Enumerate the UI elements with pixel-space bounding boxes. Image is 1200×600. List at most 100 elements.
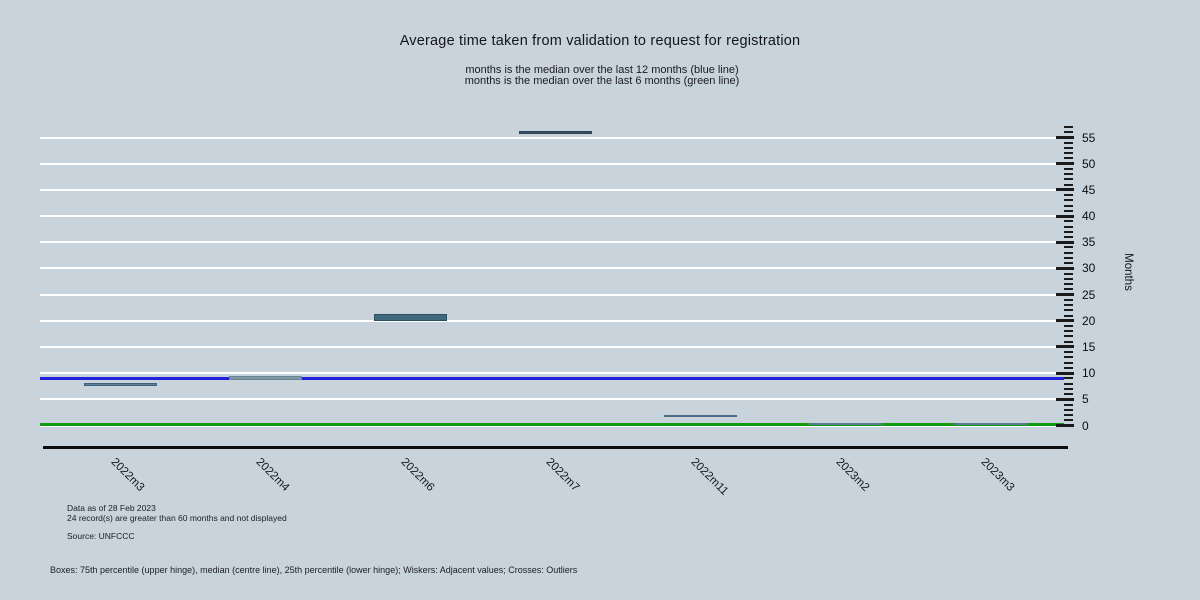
chart-title: Average time taken from validation to re… bbox=[399, 33, 801, 49]
note-records-over-60-months: 24 record(s) are greater than 60 months … bbox=[67, 513, 287, 523]
y-tick-label: 20 bbox=[1082, 313, 1096, 328]
note-source: Source: UNFCCC bbox=[67, 531, 135, 541]
y-tick-label: 30 bbox=[1082, 261, 1096, 276]
y-minor-tick bbox=[1064, 199, 1073, 202]
note-box-legend: Boxes: 75th percentile (upper hinge), me… bbox=[50, 565, 578, 575]
x-tick-label-2022m6: 2022m6 bbox=[398, 456, 437, 494]
y-major-tick bbox=[1056, 371, 1074, 375]
y-minor-tick bbox=[1064, 377, 1073, 380]
y-minor-tick bbox=[1064, 220, 1073, 223]
box-2022m7 bbox=[518, 131, 592, 135]
note-data-as-of: Data as of 28 Feb 2023 bbox=[67, 503, 156, 513]
y-tick-label: 45 bbox=[1082, 182, 1096, 197]
y-tick-label: 5 bbox=[1082, 392, 1089, 407]
median-last-12-months-line bbox=[40, 376, 1064, 380]
y-minor-tick bbox=[1064, 335, 1073, 338]
gridline bbox=[40, 215, 1057, 218]
y-minor-tick bbox=[1064, 325, 1073, 328]
y-minor-tick bbox=[1064, 414, 1073, 417]
x-tick-label-2023m3: 2023m3 bbox=[978, 456, 1017, 494]
y-tick-label: 0 bbox=[1082, 418, 1089, 433]
y-minor-tick bbox=[1064, 387, 1073, 390]
y-minor-tick bbox=[1064, 408, 1073, 411]
y-minor-tick bbox=[1064, 194, 1073, 197]
y-major-tick bbox=[1056, 162, 1074, 166]
x-tick-label-2023m2: 2023m2 bbox=[833, 456, 872, 494]
y-minor-tick bbox=[1064, 157, 1073, 160]
y-tick-label: 55 bbox=[1082, 130, 1096, 145]
y-minor-tick bbox=[1064, 183, 1073, 186]
box-2022m11 bbox=[663, 414, 737, 418]
gridline bbox=[40, 188, 1057, 191]
y-tick-label: 50 bbox=[1082, 156, 1096, 171]
gridline bbox=[40, 162, 1057, 165]
y-minor-tick bbox=[1064, 361, 1073, 364]
median-last-6-months-line bbox=[40, 423, 1064, 427]
y-major-tick bbox=[1056, 188, 1074, 192]
y-minor-tick bbox=[1064, 225, 1073, 228]
y-minor-tick bbox=[1064, 393, 1073, 396]
gridline bbox=[40, 345, 1057, 348]
y-minor-tick bbox=[1064, 403, 1073, 406]
box-2022m3 bbox=[83, 382, 157, 387]
y-tick-label: 35 bbox=[1082, 235, 1096, 250]
y-minor-tick bbox=[1064, 126, 1073, 129]
y-minor-tick bbox=[1064, 330, 1073, 333]
y-minor-tick bbox=[1064, 167, 1073, 170]
box-2023m2 bbox=[808, 423, 882, 426]
y-major-tick bbox=[1056, 240, 1074, 244]
y-major-tick bbox=[1056, 293, 1074, 297]
gridline bbox=[40, 267, 1057, 270]
y-minor-tick bbox=[1064, 152, 1073, 155]
x-tick-label-2022m11: 2022m11 bbox=[688, 456, 731, 498]
y-tick-label: 25 bbox=[1082, 287, 1096, 302]
gridline bbox=[40, 319, 1057, 322]
x-tick-label-2022m7: 2022m7 bbox=[543, 456, 582, 494]
y-minor-tick bbox=[1064, 277, 1073, 280]
y-minor-tick bbox=[1064, 262, 1073, 265]
y-minor-tick bbox=[1064, 230, 1073, 233]
y-tick-label: 15 bbox=[1082, 339, 1096, 354]
box-2022m6 bbox=[373, 313, 447, 321]
y-minor-tick bbox=[1064, 314, 1073, 317]
y-minor-tick bbox=[1064, 356, 1073, 359]
chart-subtitle-line-2: months is the median over the last 6 mon… bbox=[464, 75, 740, 87]
gridline bbox=[40, 241, 1057, 244]
y-minor-tick bbox=[1064, 209, 1073, 212]
y-major-tick bbox=[1056, 424, 1074, 427]
gridline bbox=[40, 372, 1057, 375]
y-major-tick bbox=[1056, 319, 1074, 323]
y-minor-tick bbox=[1064, 178, 1073, 181]
y-major-tick bbox=[1056, 397, 1074, 401]
y-minor-tick bbox=[1064, 298, 1073, 301]
y-minor-tick bbox=[1064, 351, 1073, 354]
y-tick-label: 40 bbox=[1082, 209, 1096, 224]
y-minor-tick bbox=[1064, 288, 1073, 291]
y-minor-tick bbox=[1064, 146, 1073, 149]
box-2023m3 bbox=[953, 423, 1027, 426]
y-major-tick bbox=[1056, 345, 1074, 349]
x-tick-label-2022m3: 2022m3 bbox=[108, 456, 147, 494]
gridline bbox=[40, 136, 1057, 139]
y-minor-tick bbox=[1064, 173, 1073, 176]
y-minor-tick bbox=[1064, 304, 1073, 307]
y-minor-tick bbox=[1064, 272, 1073, 275]
chart-subtitle-line-1: months is the median over the last 12 mo… bbox=[465, 64, 739, 76]
y-minor-tick bbox=[1064, 283, 1073, 286]
y-minor-tick bbox=[1064, 204, 1073, 207]
y-minor-tick bbox=[1064, 246, 1073, 249]
y-minor-tick bbox=[1064, 309, 1073, 312]
gridline bbox=[40, 398, 1057, 401]
x-tick-label-2022m4: 2022m4 bbox=[253, 456, 292, 494]
y-major-tick bbox=[1056, 266, 1074, 270]
y-major-tick bbox=[1056, 136, 1074, 140]
y-tick-label: 10 bbox=[1082, 366, 1096, 381]
y-minor-tick bbox=[1064, 131, 1073, 134]
y-minor-tick bbox=[1064, 382, 1073, 385]
y-minor-tick bbox=[1064, 419, 1073, 422]
x-axis-line bbox=[43, 446, 1068, 449]
y-minor-tick bbox=[1064, 340, 1073, 343]
y-minor-tick bbox=[1064, 256, 1073, 259]
